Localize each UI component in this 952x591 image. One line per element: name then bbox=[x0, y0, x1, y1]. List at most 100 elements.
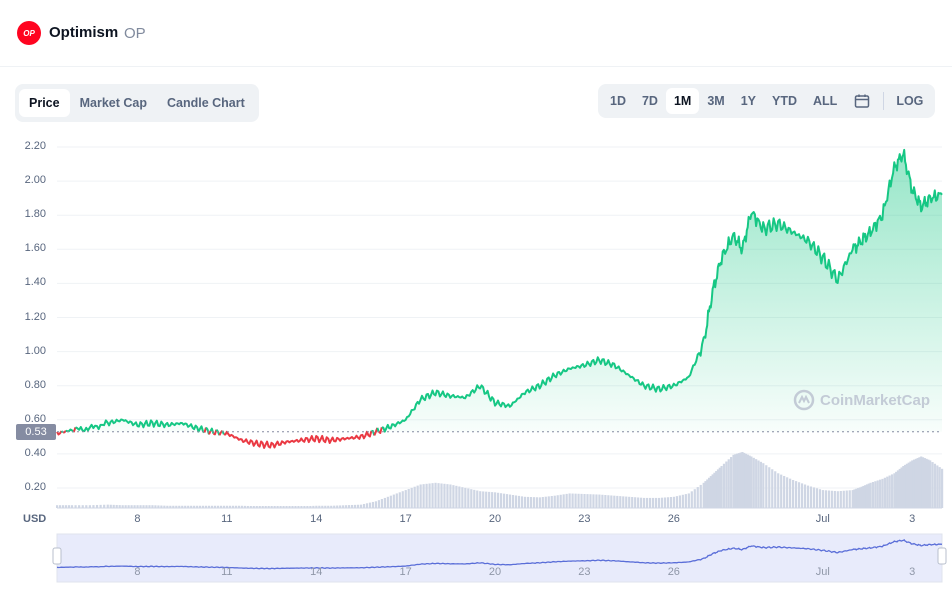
volume-bar bbox=[449, 484, 452, 508]
range-all[interactable]: ALL bbox=[813, 94, 838, 108]
volume-bar bbox=[792, 480, 795, 508]
volume-bar bbox=[559, 494, 562, 508]
coinmarketcap-watermark: CoinMarketCap bbox=[793, 389, 930, 411]
volume-bar bbox=[610, 495, 613, 508]
volume-bar bbox=[348, 505, 351, 508]
volume-bar bbox=[871, 482, 875, 508]
volume-bar bbox=[321, 505, 324, 508]
volume-bar bbox=[643, 497, 646, 508]
tab-market-cap[interactable]: Market Cap bbox=[79, 96, 147, 110]
volume-bar bbox=[654, 497, 658, 508]
volume-bar bbox=[479, 491, 482, 508]
volume-bar bbox=[78, 505, 81, 508]
watermark-text: CoinMarketCap bbox=[820, 391, 931, 409]
volume-bar bbox=[746, 454, 749, 508]
volume-bar bbox=[324, 505, 327, 508]
volume-bar bbox=[931, 462, 934, 508]
y-tick-label: 2.20 bbox=[24, 140, 46, 152]
volume-bar bbox=[634, 497, 637, 508]
volume-bar bbox=[514, 495, 518, 508]
volume-bar bbox=[821, 490, 825, 508]
log-toggle[interactable]: LOG bbox=[896, 94, 924, 108]
range-3m[interactable]: 3M bbox=[707, 94, 725, 108]
volume-bar bbox=[237, 505, 240, 508]
volume-bar bbox=[704, 481, 707, 508]
volume-bar bbox=[431, 483, 434, 508]
tab-candle-chart[interactable]: Candle Chart bbox=[166, 96, 245, 110]
volume-bar bbox=[362, 503, 366, 508]
volume-bar bbox=[297, 506, 300, 508]
volume-bar bbox=[783, 475, 786, 508]
navigator-handle-left[interactable] bbox=[52, 547, 62, 565]
volume-bar bbox=[538, 497, 541, 508]
range-7d[interactable]: 7D bbox=[641, 94, 658, 108]
volume-bar bbox=[902, 466, 905, 508]
price-line-down bbox=[63, 430, 67, 434]
volume-bar bbox=[815, 488, 819, 508]
volume-bar bbox=[909, 461, 912, 508]
volume-bar bbox=[222, 505, 226, 508]
range-1m[interactable]: 1M bbox=[665, 88, 700, 114]
volume-bar bbox=[869, 482, 872, 508]
volume-bar bbox=[809, 486, 813, 508]
volume-bar bbox=[526, 496, 530, 508]
volume-bar bbox=[356, 504, 360, 508]
volume-bar bbox=[455, 485, 458, 508]
volume-bar bbox=[681, 494, 684, 508]
volume-bar bbox=[553, 495, 556, 508]
volume-bar bbox=[547, 496, 550, 508]
volume-bar bbox=[651, 497, 655, 508]
volume-bar bbox=[583, 494, 586, 508]
optimism-logo: OP bbox=[17, 21, 41, 45]
volume-bar bbox=[359, 504, 363, 508]
volume-bar bbox=[482, 491, 485, 508]
volume-bar bbox=[279, 506, 282, 508]
navigator-handle-right[interactable] bbox=[937, 547, 947, 565]
volume-bar bbox=[130, 505, 133, 508]
volume-bar bbox=[419, 484, 422, 508]
volume-bar bbox=[508, 494, 512, 508]
volume-bar bbox=[333, 505, 336, 508]
volume-bar bbox=[768, 467, 771, 508]
volume-bar bbox=[228, 505, 232, 508]
volume-bar bbox=[303, 506, 306, 508]
calendar-icon[interactable] bbox=[849, 88, 875, 114]
tab-price[interactable]: Price bbox=[19, 89, 70, 117]
navigator-tick-label: 26 bbox=[668, 566, 680, 578]
volume-bar bbox=[207, 505, 211, 508]
volume-bar bbox=[684, 494, 687, 508]
volume-bar bbox=[172, 505, 175, 508]
volume-bar bbox=[750, 456, 753, 508]
volume-bar bbox=[865, 484, 869, 508]
volume-bar bbox=[115, 504, 118, 508]
volume-bar bbox=[139, 505, 142, 508]
volume-bar bbox=[425, 483, 428, 508]
volume-bar bbox=[312, 505, 315, 508]
volume-bar bbox=[890, 474, 894, 508]
coinmarketcap-logo-icon bbox=[793, 389, 815, 411]
volume-bar bbox=[900, 467, 903, 508]
range-1y[interactable]: 1Y bbox=[740, 94, 757, 108]
range-1d[interactable]: 1D bbox=[610, 94, 626, 108]
volume-bar bbox=[234, 505, 237, 508]
volume-bar bbox=[225, 505, 229, 508]
x-tick-label: 8 bbox=[134, 513, 141, 525]
price-line-down bbox=[223, 430, 373, 449]
volume-bar bbox=[927, 459, 930, 508]
volume-bar bbox=[675, 496, 678, 508]
volume-bar bbox=[136, 505, 139, 508]
volume-bar bbox=[443, 483, 446, 508]
volume-bar bbox=[124, 505, 127, 508]
chart-type-tabs: Price Market Cap Candle Chart bbox=[15, 84, 259, 122]
volume-bar bbox=[351, 504, 354, 508]
volume-bar bbox=[660, 497, 664, 508]
range-ytd[interactable]: YTD bbox=[772, 94, 798, 108]
volume-bar bbox=[395, 493, 398, 508]
volume-bar bbox=[187, 505, 190, 508]
volume-bar bbox=[836, 491, 839, 508]
volume-bar bbox=[488, 491, 491, 508]
x-tick-label: 17 bbox=[399, 513, 412, 525]
volume-bar bbox=[199, 505, 202, 508]
volume-bar bbox=[273, 506, 276, 508]
